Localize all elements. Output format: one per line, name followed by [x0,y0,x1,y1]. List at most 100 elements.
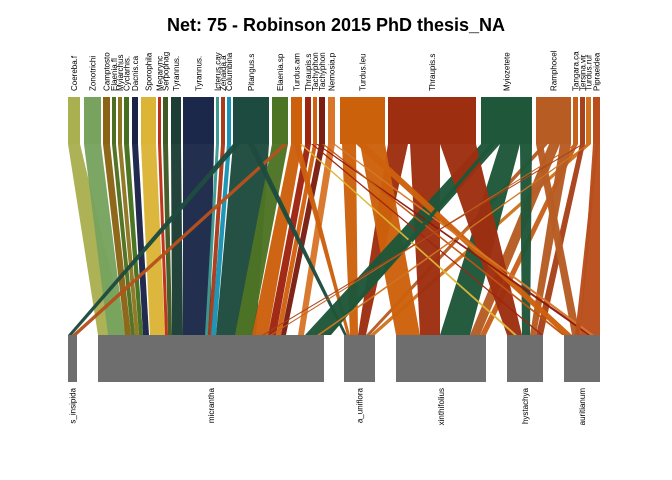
lower-box-1 [98,335,324,382]
higher-label-17: Turdus.am [293,53,302,91]
higher-box-3 [112,97,116,144]
lower-level-boxes: s_insipida micrantha a_uniflora xinthifoliu… [68,335,600,425]
higher-label-5: Cyclarhis. [123,56,132,91]
higher-label-4: Myiarchus [116,55,125,91]
higher-label-24: Myiozetete [503,52,512,91]
lower-box-3 [396,335,486,382]
interaction-link-38 [530,144,571,335]
higher-box-22 [340,97,385,144]
interaction-link-14 [211,144,231,335]
higher-box-11 [183,97,214,144]
higher-box-2 [103,97,110,144]
higher-box-28 [586,97,591,144]
higher-box-7 [141,97,156,144]
higher-label-25: Ramphocel [550,50,559,91]
higher-label-3: Elaenia.fl [110,58,119,91]
interaction-link-18 [268,144,311,335]
higher-label-0: Coereba.f [70,55,79,91]
interaction-link-9 [163,144,172,335]
interaction-link-36 [440,144,522,335]
interaction-link-44 [311,144,543,335]
interaction-link-21 [298,144,335,335]
higher-box-4 [118,97,122,144]
lower-box-0 [68,335,77,382]
interaction-link-30 [360,144,420,335]
higher-box-20 [319,97,325,144]
higher-label-13: Zenaida.a [219,55,228,91]
interaction-link-41 [536,144,580,335]
interaction-link-51 [317,144,590,335]
higher-box-6 [132,97,138,144]
lower-box-5 [564,335,600,382]
higher-box-14 [227,97,231,144]
higher-box-27 [580,97,585,144]
higher-box-18 [305,97,311,144]
interaction-link-24 [248,144,347,335]
lower-label-4: hystachya [521,387,530,424]
higher-box-15 [233,97,269,144]
higher-level-boxes: Coereba.f Zonotrichi CamptostoElaenia.flMy… [68,50,602,144]
higher-label-7: Sporophila [145,52,154,91]
interaction-link-22 [68,144,240,335]
higher-box-24 [481,97,532,144]
interaction-link-42 [580,144,600,335]
higher-box-23 [388,97,476,144]
lower-label-0: s_insipida [69,387,78,423]
interaction-link-23 [72,144,288,335]
higher-box-1 [84,97,101,144]
interaction-link-1 [84,144,125,335]
higher-label-19: Tachyphon [311,52,320,91]
interaction-link-11 [183,144,214,335]
higher-label-27: Tersina.vir [579,54,588,91]
interaction-link-12 [205,144,219,335]
higher-box-16 [272,97,288,144]
interaction-link-8 [158,144,168,335]
lower-label-5: auritianum [578,388,587,426]
lower-box-4 [507,335,543,382]
interaction-link-50 [262,144,584,335]
interaction-link-20 [281,144,325,335]
interaction-link-47 [333,144,594,335]
chart-title: Net: 75 - Robinson 2015 PhD thesis_NA [167,15,505,35]
higher-box-17 [291,97,302,144]
higher-label-15: Pitangus.s [247,54,256,91]
interaction-link-10 [171,144,183,335]
higher-label-23: Thraupis.s [428,54,437,91]
higher-label-8: Megarync [156,56,165,91]
lower-box-2 [344,335,375,382]
higher-label-2: Camptosto [103,52,112,91]
higher-label-22: Turdus.leu [359,54,368,92]
interaction-link-6 [132,144,149,335]
higher-label-6: Dacnis.ca [131,55,140,91]
lower-label-2: a_uniflora [356,387,365,423]
higher-box-19 [313,97,317,144]
higher-label-26: Tangara.ca [572,51,581,91]
higher-box-9 [163,97,168,144]
interaction-link-46 [322,144,565,335]
links-layer [68,144,600,335]
interaction-link-52 [575,144,598,335]
interaction-link-25 [294,144,350,335]
higher-label-18: Thraupis.s [304,54,313,91]
lower-label-3: xinthifolius [437,388,446,425]
higher-box-13 [221,97,225,144]
interaction-link-2 [103,144,131,335]
higher-box-25 [536,97,571,144]
interaction-link-4 [118,144,139,335]
higher-box-0 [68,97,80,144]
higher-box-12 [216,97,219,144]
higher-label-9: Serpophag [162,52,171,91]
higher-label-28: Turdus.ruf [585,54,594,91]
interaction-link-13 [208,144,225,335]
higher-box-29 [593,97,600,144]
interaction-link-31 [410,144,440,335]
higher-box-26 [573,97,578,144]
interaction-link-48 [327,144,495,335]
higher-label-12: Icterus.cay [214,52,223,91]
interaction-link-17 [252,144,302,335]
higher-label-1: Zonotrichi [89,56,98,91]
higher-label-16: Elaenia.sp [276,53,285,91]
higher-box-10 [171,97,181,144]
interaction-link-5 [124,144,143,335]
